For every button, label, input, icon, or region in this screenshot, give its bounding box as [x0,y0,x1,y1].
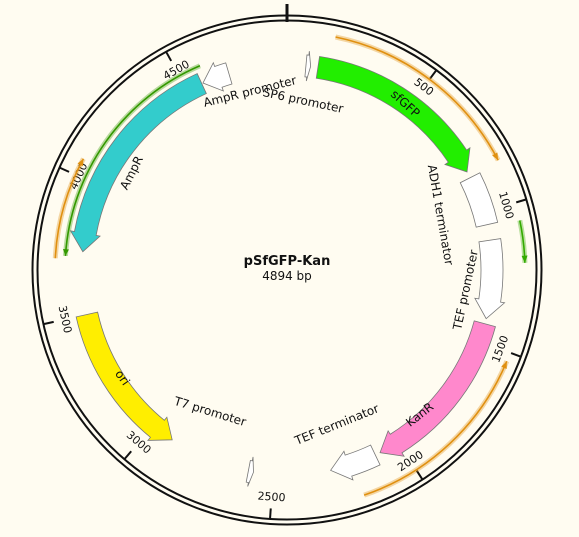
orf-tracks [52,34,528,498]
feature-ori [75,311,173,441]
label-tef-terminator: TEF terminator [292,401,381,448]
tick-label-1500: 1500 [489,334,511,365]
feature-ampr-promoter [202,61,233,92]
feature-t7-promoter [245,456,254,487]
orf-arrowhead [77,158,84,167]
feature-tef-promoter [474,238,506,320]
feature-adh1-terminator [459,172,499,228]
plasmid-size: 4894 bp [262,269,312,283]
plasmid-name: pSfGFP-Kan [244,254,331,269]
tick-label-2500: 2500 [257,490,286,505]
tick-label-3500: 3500 [56,304,75,334]
tick-1500 [510,352,522,358]
orf-track [363,360,508,496]
label-adh1-terminator: ADH1 terminator [425,164,456,267]
orf-arrowhead [521,255,528,263]
feature-sp6-promoter [304,51,312,82]
tick-2000 [415,470,424,481]
tick-4000 [58,166,70,173]
tick-4500 [164,50,173,62]
label-t7-promoter: T7 promoter [172,394,248,429]
orf-arrowhead [492,152,499,161]
feature-arrows [69,51,506,487]
feature-kanr [379,320,496,457]
tick-2500 [269,508,272,520]
orf-track [64,65,201,256]
feature-tef-terminator [330,444,381,481]
label-sp6-promoter: SP6 promoter [262,85,345,116]
tick-3500 [42,320,54,326]
orf-arrowhead [501,361,507,370]
feature-ampr [69,73,207,253]
orf-track [335,36,499,161]
backbone-circle [31,4,543,526]
tick-label-1000: 1000 [496,190,516,221]
orf-track [54,158,85,259]
tick-500 [429,69,438,80]
tick-3000 [123,450,132,461]
orf-arrowhead [62,248,69,256]
tick-1000 [515,198,528,204]
feature-sfgfp [315,56,471,173]
